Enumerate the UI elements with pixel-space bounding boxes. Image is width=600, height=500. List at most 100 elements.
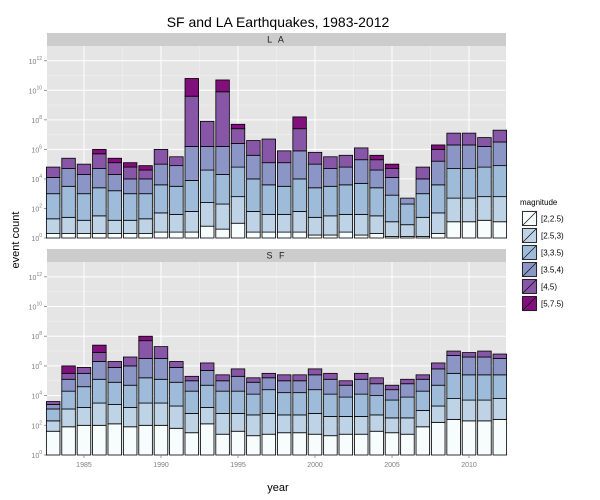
bar-segment [277, 432, 292, 456]
bar-segment [307, 413, 323, 435]
bar-segment [61, 185, 76, 218]
legend-swatch-slash [522, 262, 537, 277]
bar-segment [461, 374, 477, 401]
bar-segment [61, 365, 76, 374]
x-tick-label: 2010 [461, 462, 477, 469]
bar-segment [107, 157, 122, 164]
bar-segment [415, 378, 431, 392]
bar-segment [92, 215, 107, 234]
bar-segment [169, 231, 184, 239]
bar-segment [153, 358, 169, 380]
legend-swatch-slash [522, 211, 537, 226]
bar-segment [277, 374, 292, 382]
bar-segment [323, 215, 338, 236]
bar-segment [246, 211, 261, 233]
bar-segment [292, 178, 307, 212]
bar-segment [338, 213, 353, 233]
bar-segment [369, 169, 384, 189]
bar-segment [461, 221, 477, 239]
bar-segment [338, 396, 353, 417]
bar-segment [230, 390, 246, 414]
bar-segment [400, 203, 415, 226]
bar-segment [184, 380, 199, 392]
bar-segment [138, 178, 153, 195]
bar-segment [292, 374, 307, 382]
bar-segment [246, 435, 261, 456]
bar-segment [338, 154, 353, 168]
facet-strip [47, 249, 506, 262]
bar-segment [431, 233, 446, 239]
bar-segment [215, 91, 230, 147]
legend-swatch-slash [522, 228, 537, 243]
bar-segment [431, 368, 446, 386]
bar-segment [354, 159, 369, 184]
bar-segment [246, 414, 261, 437]
bar-segment [292, 128, 307, 152]
bar-segment [446, 398, 461, 420]
bar-segment [369, 159, 384, 171]
bar-segment [415, 166, 431, 180]
bar-segment [477, 137, 492, 147]
bar-segment [261, 413, 276, 435]
bar-segment [45, 430, 61, 456]
bar-segment [184, 432, 199, 456]
bar-segment [369, 215, 384, 234]
bar-segment [184, 78, 199, 97]
bar-segment [153, 231, 169, 239]
bar-segment [477, 350, 492, 358]
bar-segment [230, 430, 246, 456]
bar-segment [277, 150, 292, 164]
bar-segment [431, 148, 446, 162]
bar-segment [169, 427, 184, 456]
bar-segment [107, 174, 122, 192]
bar-segment [261, 433, 276, 456]
bar-segment [215, 433, 230, 456]
bar-segment [184, 179, 199, 212]
bar-segment [246, 231, 261, 239]
bar-segment [107, 162, 122, 175]
bar-segment [323, 393, 338, 417]
y-tick-label: 1012 [29, 272, 43, 282]
bar-segment [446, 418, 461, 456]
bar-segment [169, 213, 184, 233]
bar-segment [92, 344, 107, 353]
bar-segment [122, 162, 138, 168]
bar-segment [384, 384, 400, 391]
y-tick-label: 1010 [29, 302, 43, 312]
bar-segment [107, 367, 122, 383]
bar-segment [384, 432, 400, 456]
bar-segment [492, 129, 508, 143]
bar-segment [107, 361, 122, 368]
bar-segment [323, 378, 338, 395]
bar-segment [138, 193, 153, 220]
bar-segment [107, 404, 122, 425]
bar-segment [200, 369, 215, 386]
bar-segment [45, 233, 61, 239]
bar-segment [92, 153, 107, 169]
y-tick-label: 100 [31, 450, 42, 460]
x-tick-label: 1990 [153, 462, 169, 469]
bar-segment [230, 222, 246, 239]
bar-segment [215, 374, 230, 382]
bar-segment [61, 390, 76, 410]
bar-segment [415, 193, 431, 218]
bar-segment [138, 358, 153, 379]
bar-segment [215, 413, 230, 435]
legend-label: [2.5,3) [541, 232, 564, 241]
bar-segment [230, 123, 246, 130]
bar-segment [307, 163, 323, 189]
bar-segment [492, 358, 508, 376]
bar-segment [153, 346, 169, 359]
bar-segment [153, 163, 169, 186]
bar-segment [431, 144, 446, 150]
y-axis-title: event count [10, 212, 22, 269]
bar-segment [215, 146, 230, 175]
bar-segment [76, 163, 92, 175]
bar-segment [384, 221, 400, 237]
bar-segment [200, 407, 215, 425]
bar-segment [307, 187, 323, 218]
bar-segment [184, 146, 199, 181]
panel-0: L A 100 102 104 106 108 1010 1012 [29, 33, 508, 243]
bar-segment [61, 378, 76, 392]
bar-segment [76, 174, 92, 195]
